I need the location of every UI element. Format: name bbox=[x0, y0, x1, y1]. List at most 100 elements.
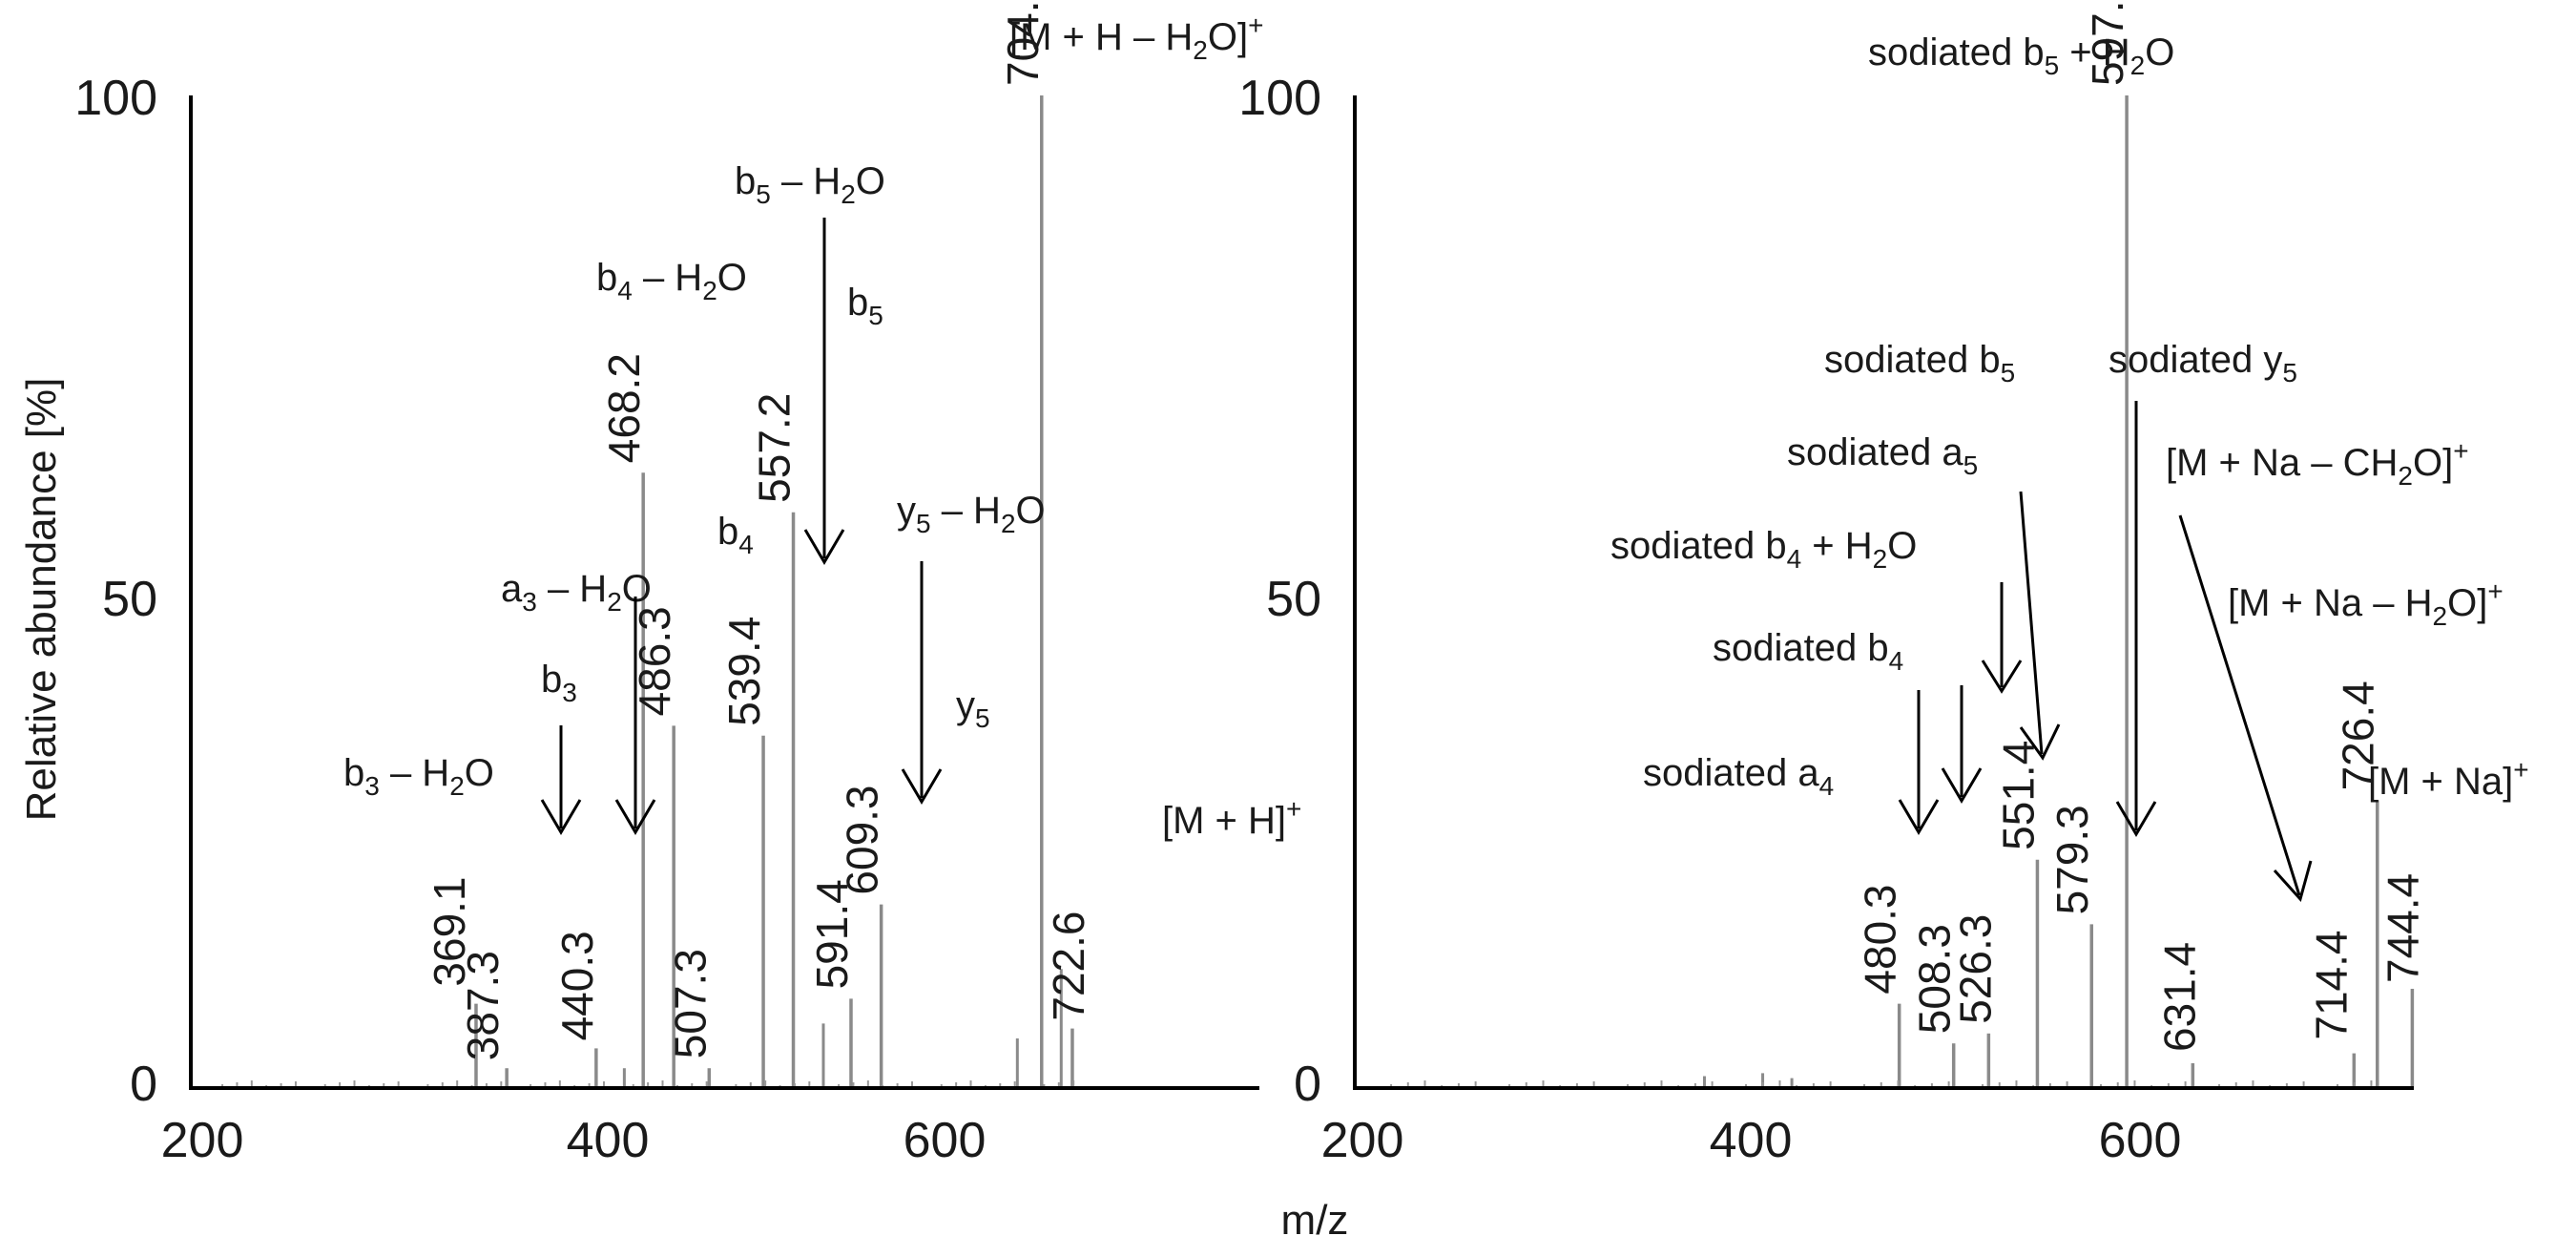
annotation-text: O bbox=[465, 752, 494, 794]
y-tick-label: 0 bbox=[130, 1057, 157, 1112]
peak-mz-label: 722.6 bbox=[1044, 911, 1093, 1020]
arrowhead-icon bbox=[1898, 799, 1940, 835]
annotation-text: O bbox=[856, 160, 885, 202]
annotation-subscript: 4 bbox=[1819, 771, 1835, 801]
y-tick-label: 50 bbox=[1266, 572, 1321, 627]
annotation-subscript: 2 bbox=[702, 276, 717, 305]
annotation-a3-h2o: a3 – H2O bbox=[501, 568, 652, 617]
peak-mz-label: 726.4 bbox=[2334, 681, 2383, 790]
annotation-subscript: 4 bbox=[1889, 646, 1904, 676]
x-tick-label: 600 bbox=[904, 1113, 987, 1168]
annotation-text: – H bbox=[380, 752, 449, 794]
annotation-text: – H bbox=[537, 568, 607, 610]
annotation-text: O] bbox=[2413, 442, 2453, 484]
annotation-text: b bbox=[343, 752, 364, 794]
annotation-text: O bbox=[1016, 490, 1046, 532]
annotation-text: – H bbox=[931, 490, 1001, 532]
left-peak-bars bbox=[206, 95, 1075, 1088]
annotation-arrow bbox=[2019, 491, 2044, 755]
annotation-text: y bbox=[956, 684, 975, 726]
annotation-subscript: 5 bbox=[2001, 358, 2016, 388]
arrowhead-icon bbox=[2115, 801, 2157, 837]
annotation-text: O bbox=[717, 257, 747, 299]
annotation-y5-h2o: y5 – H2O bbox=[897, 490, 1046, 538]
peak-mz-label: 508.3 bbox=[1910, 924, 1960, 1034]
peak-mz-label: 704.4 bbox=[998, 0, 1048, 86]
annotation-y5: y5 bbox=[956, 684, 990, 733]
annotation-b5: b5 bbox=[847, 282, 883, 330]
annotation-sodiated-b5-h2o: sodiated b5 + H2O bbox=[1868, 31, 2174, 80]
annotation-subscript: 2 bbox=[841, 179, 856, 209]
annotation-subscript: 5 bbox=[975, 703, 990, 733]
arrowhead-icon bbox=[803, 529, 845, 565]
annotation-m-na: [M + Na]+ bbox=[2368, 755, 2529, 803]
annotation-text: sodiated a bbox=[1643, 752, 1819, 794]
annotation-subscript: 5 bbox=[756, 179, 771, 209]
annotation-text: b bbox=[735, 160, 756, 202]
annotation-sodiated-b4-h2o: sodiated b4 + H2O bbox=[1610, 525, 1917, 574]
annotation-text: b bbox=[541, 659, 562, 701]
annotation-subscript: 4 bbox=[617, 276, 633, 305]
y-tick-label: 50 bbox=[102, 572, 157, 627]
annotation-text: [M + Na] bbox=[2368, 761, 2513, 803]
annotation-text: [M + H] bbox=[1162, 800, 1286, 842]
annotation-text: sodiated b bbox=[1610, 525, 1787, 567]
annotation-b3: b3 bbox=[541, 659, 577, 707]
annotation-subscript: 3 bbox=[562, 678, 577, 707]
annotation-b5-h2o: b5 – H2O bbox=[735, 160, 885, 209]
peak-mz-label: 579.3 bbox=[2047, 805, 2097, 914]
y-tick-label: 100 bbox=[74, 71, 157, 126]
annotation-subscript: 5 bbox=[2282, 358, 2297, 388]
annotation-text: sodiated a bbox=[1787, 431, 1963, 473]
annotation-subscript: 2 bbox=[1001, 509, 1016, 538]
annotation-text: sodiated b bbox=[1713, 627, 1889, 669]
peak-mz-label: 539.4 bbox=[719, 617, 769, 726]
annotation-sodiated-a5: sodiated a5 bbox=[1787, 431, 1978, 480]
right-peak-bars bbox=[1373, 95, 2415, 1088]
arrowhead-icon bbox=[1981, 660, 2023, 694]
annotation-text: y bbox=[897, 490, 916, 532]
peak-mz-label: 440.3 bbox=[552, 931, 602, 1040]
annotation-subscript: 4 bbox=[1787, 544, 1802, 574]
peak-mz-label: 631.4 bbox=[2154, 942, 2204, 1052]
y-tick-label: 100 bbox=[1238, 71, 1321, 126]
annotation-text: b bbox=[847, 282, 868, 324]
annotation-text: – H bbox=[633, 257, 702, 299]
annotation-sodiated-b5: sodiated b5 bbox=[1824, 339, 2015, 388]
annotation-subscript: 2 bbox=[2398, 461, 2413, 491]
annotation-subscript: 3 bbox=[522, 587, 537, 617]
annotation-subscript: 4 bbox=[738, 530, 754, 559]
annotation-sodiated-b4: sodiated b4 bbox=[1713, 627, 1903, 676]
arrowhead-icon bbox=[540, 799, 582, 835]
annotation-text: O] bbox=[1208, 16, 1248, 58]
peak-mz-label: 609.3 bbox=[838, 785, 887, 894]
annotation-text: [M + Na – CH bbox=[2166, 442, 2398, 484]
annotation-arrow bbox=[2178, 514, 2301, 896]
annotation-superscript: + bbox=[1248, 10, 1263, 40]
annotation-superscript: + bbox=[2513, 755, 2528, 785]
annotation-superscript: + bbox=[2453, 436, 2468, 466]
annotation-sodiated-y5: sodiated y5 bbox=[2109, 339, 2297, 388]
peak-mz-label: 744.4 bbox=[2378, 873, 2427, 983]
arrowhead-icon bbox=[2019, 723, 2061, 761]
annotation-m-h-h2o: [M + H – H2O]+ bbox=[1009, 10, 1263, 65]
left-spectrum-panel: Relative abundance [%] 100 50 0 200 400 … bbox=[18, 0, 1301, 1168]
annotation-text: a bbox=[501, 568, 523, 610]
annotation-text: O] bbox=[2447, 582, 2487, 624]
annotation-superscript: + bbox=[1286, 794, 1301, 824]
left-fragment-annotations: b3 – H2O b3 a3 – H2O b4 b4 – H2O b5 – H2… bbox=[343, 10, 1301, 842]
annotation-subscript: 5 bbox=[916, 509, 931, 538]
arrowhead-icon bbox=[1941, 767, 1983, 804]
annotation-m-na-h2o: [M + Na – H2O]+ bbox=[2228, 576, 2503, 631]
annotation-subscript: 2 bbox=[1193, 35, 1208, 65]
arrowhead-icon bbox=[614, 799, 656, 835]
peak-mz-label: 468.2 bbox=[599, 353, 649, 463]
peak-mz-label: 387.3 bbox=[458, 951, 508, 1060]
annotation-subscript: 2 bbox=[2433, 601, 2448, 631]
annotation-subscript: 2 bbox=[2130, 51, 2146, 80]
peak-mz-label: 597.4 bbox=[2083, 0, 2132, 86]
peak-mz-label: 526.3 bbox=[1950, 914, 2000, 1024]
annotation-b3-h2o: b3 – H2O bbox=[343, 752, 494, 801]
